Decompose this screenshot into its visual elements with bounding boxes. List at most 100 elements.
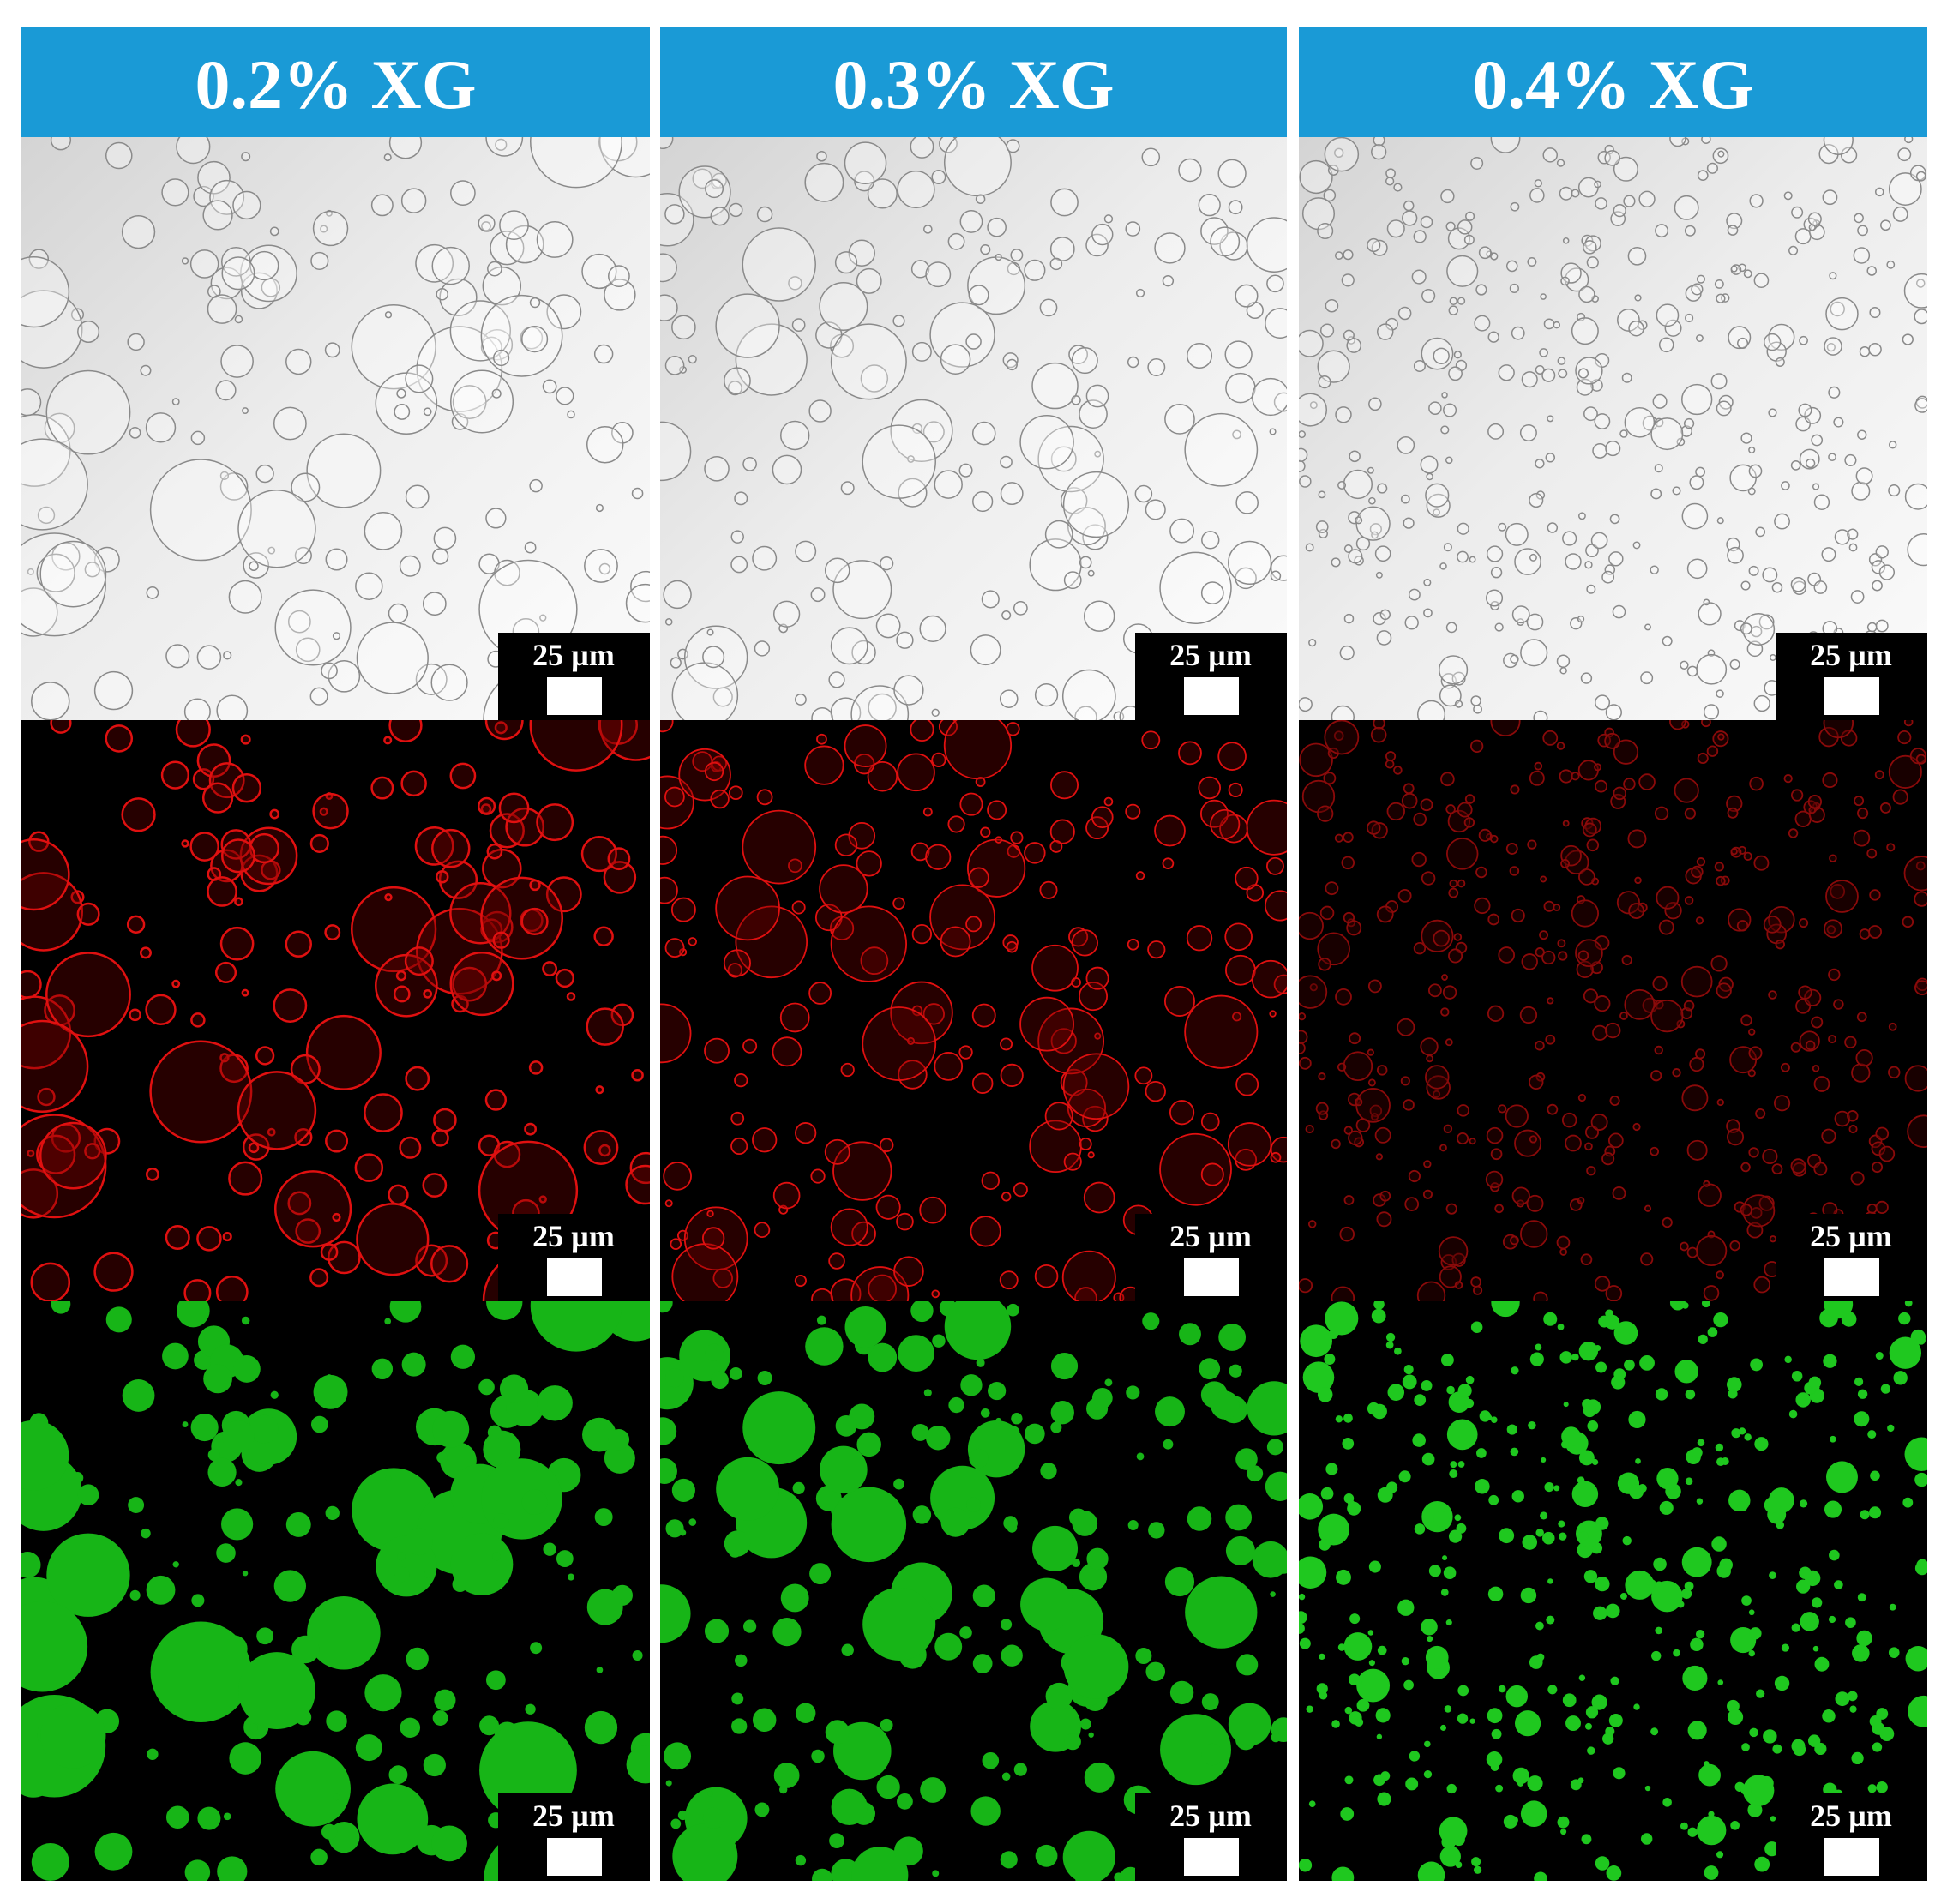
droplet bbox=[434, 1689, 456, 1711]
droplet bbox=[1606, 1865, 1622, 1881]
droplet bbox=[716, 1457, 780, 1521]
droplet bbox=[50, 720, 72, 734]
droplet bbox=[832, 560, 892, 620]
droplet bbox=[1624, 988, 1656, 1020]
droplet bbox=[1013, 601, 1028, 616]
droplet bbox=[1553, 321, 1561, 329]
droplet bbox=[1270, 570, 1282, 581]
droplet bbox=[1334, 251, 1343, 261]
droplet bbox=[325, 1129, 349, 1153]
droplet bbox=[1806, 1621, 1815, 1631]
droplet bbox=[219, 471, 230, 481]
droplet bbox=[1624, 1359, 1635, 1371]
droplet bbox=[580, 835, 618, 873]
droplet bbox=[1559, 667, 1567, 675]
droplet bbox=[1486, 545, 1504, 562]
droplet bbox=[1742, 613, 1776, 646]
droplet bbox=[1385, 168, 1396, 179]
micrograph-panel: 25 µm bbox=[21, 137, 650, 720]
droplet bbox=[1632, 1122, 1641, 1132]
droplet bbox=[1342, 1438, 1355, 1450]
droplet bbox=[176, 137, 211, 165]
droplet bbox=[487, 1425, 502, 1439]
droplet bbox=[1704, 1865, 1719, 1880]
droplet bbox=[1880, 219, 1891, 231]
droplet bbox=[36, 553, 75, 592]
droplet bbox=[1703, 1285, 1720, 1301]
droplet bbox=[1662, 635, 1673, 646]
droplet bbox=[1695, 334, 1704, 342]
droplet bbox=[1619, 1593, 1627, 1600]
droplet bbox=[1892, 206, 1908, 222]
droplet bbox=[1823, 137, 1854, 156]
droplet bbox=[742, 809, 817, 885]
droplet bbox=[1373, 1301, 1385, 1310]
droplet bbox=[1403, 517, 1415, 529]
droplet bbox=[1331, 1286, 1355, 1301]
droplet bbox=[1583, 1404, 1596, 1418]
droplet bbox=[222, 1232, 232, 1242]
droplet bbox=[1520, 639, 1548, 667]
droplet bbox=[1367, 1048, 1374, 1056]
droplet bbox=[1527, 257, 1537, 267]
droplet bbox=[1413, 230, 1427, 243]
droplet bbox=[931, 752, 946, 767]
droplet bbox=[146, 1167, 159, 1181]
droplet bbox=[1547, 1685, 1558, 1695]
droplet bbox=[791, 318, 806, 333]
droplet bbox=[1317, 222, 1334, 240]
droplet bbox=[1299, 447, 1308, 462]
droplet bbox=[1698, 1183, 1722, 1208]
droplet bbox=[1903, 720, 1914, 727]
droplet bbox=[1601, 570, 1615, 584]
scale-bar-label: 25 µm bbox=[1169, 638, 1252, 672]
droplet bbox=[1830, 301, 1845, 317]
droplet bbox=[1557, 357, 1566, 365]
droplet bbox=[1583, 1570, 1598, 1583]
droplet bbox=[1854, 213, 1864, 224]
droplet bbox=[249, 1723, 259, 1733]
droplet bbox=[1225, 1535, 1255, 1565]
droplet bbox=[432, 1410, 470, 1448]
droplet bbox=[940, 344, 971, 375]
droplet bbox=[1625, 1570, 1655, 1600]
droplet bbox=[754, 1802, 770, 1817]
droplet bbox=[1681, 1084, 1709, 1112]
droplet bbox=[1608, 551, 1624, 567]
droplet bbox=[39, 540, 107, 608]
droplet bbox=[203, 1364, 232, 1394]
droplet bbox=[234, 897, 243, 907]
droplet bbox=[1914, 891, 1927, 907]
droplet bbox=[1299, 697, 1313, 712]
droplet bbox=[209, 179, 245, 215]
droplet bbox=[1813, 494, 1830, 510]
droplet bbox=[1343, 613, 1355, 624]
droplet bbox=[105, 724, 134, 753]
droplet bbox=[36, 1134, 76, 1174]
droplet bbox=[498, 792, 530, 824]
droplet bbox=[1730, 848, 1738, 856]
droplet bbox=[1025, 1423, 1045, 1445]
droplet bbox=[586, 425, 624, 464]
droplet bbox=[742, 1391, 816, 1465]
droplet bbox=[1001, 1192, 1012, 1202]
droplet bbox=[1127, 1519, 1139, 1530]
droplet bbox=[1445, 1619, 1452, 1626]
droplet bbox=[1577, 760, 1599, 781]
droplet bbox=[1505, 260, 1518, 273]
droplet bbox=[1113, 711, 1125, 720]
droplet bbox=[1821, 1128, 1836, 1144]
droplet bbox=[207, 1457, 237, 1487]
droplet bbox=[241, 988, 249, 997]
droplet bbox=[1400, 494, 1410, 504]
droplet bbox=[243, 552, 270, 579]
droplet bbox=[388, 1184, 409, 1206]
droplet bbox=[1604, 727, 1614, 738]
droplet bbox=[1696, 1498, 1704, 1505]
droplet bbox=[122, 1379, 155, 1412]
droplet bbox=[1375, 1153, 1383, 1161]
droplet bbox=[207, 294, 237, 324]
droplet bbox=[1712, 147, 1729, 165]
droplet bbox=[1874, 770, 1884, 780]
droplet bbox=[1442, 1555, 1448, 1561]
